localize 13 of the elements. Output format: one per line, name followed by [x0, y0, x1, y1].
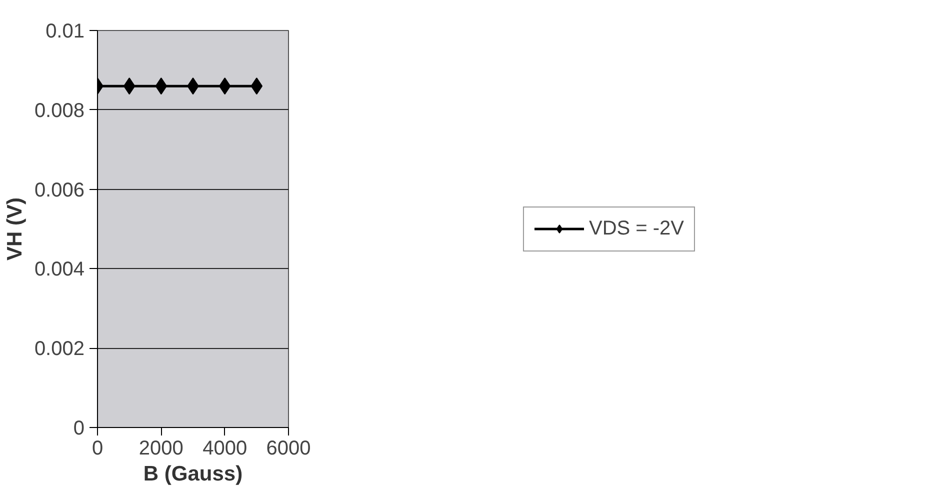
x-tick-label: 6000 [266, 438, 311, 460]
x-axis-title: B (Gauss) [143, 462, 243, 486]
y-tick-label: 0 [73, 418, 84, 440]
x-tick-label: 2000 [138, 438, 184, 460]
x-tick-label: 4000 [202, 438, 248, 460]
legend-label: VDS = -2V [588, 217, 684, 240]
y-tick-label: 0.002 [34, 338, 85, 360]
y-tick-label: 0.004 [34, 258, 85, 281]
x-tick-label: 0 [92, 438, 104, 460]
y-axis-title: VH (V) [3, 198, 26, 260]
y-tick-label: 0.008 [34, 100, 85, 122]
y-tick-label: 0.006 [34, 179, 85, 202]
y-tick-label: 0.01 [46, 20, 85, 42]
